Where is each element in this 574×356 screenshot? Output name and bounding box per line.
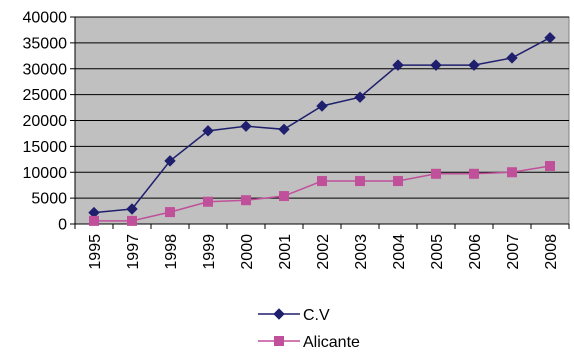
data-point [89, 215, 99, 226]
x-tick-label: 2006 [467, 234, 484, 270]
x-tick-label: 2001 [277, 234, 294, 270]
series-layer [88, 31, 556, 226]
data-point [468, 59, 480, 71]
data-point [506, 52, 518, 64]
data-point [279, 191, 289, 202]
y-tick-label: 5000 [31, 191, 67, 208]
data-point [240, 120, 252, 132]
series-1 [89, 161, 555, 226]
data-point [316, 100, 328, 112]
legend-label: Alicante [303, 334, 360, 351]
legend-marker [273, 308, 285, 320]
y-tick-label: 15000 [23, 139, 68, 156]
data-point [430, 59, 442, 71]
y-tick-label: 0 [58, 217, 67, 234]
x-tick-label: 2003 [353, 234, 370, 270]
data-point [431, 168, 441, 179]
legend-marker [274, 336, 284, 346]
x-tick-label: 2002 [315, 234, 332, 270]
y-tick-label: 10000 [23, 165, 68, 182]
x-tick-label: 2008 [543, 234, 560, 270]
x-tick-label: 2005 [429, 234, 446, 270]
x-tick-label: 1999 [201, 234, 218, 270]
data-point [354, 91, 366, 103]
x-tick-label: 1997 [125, 234, 142, 270]
data-point [127, 215, 137, 226]
y-tick-label: 25000 [23, 87, 68, 104]
x-tick-label: 1995 [87, 234, 104, 270]
data-point [165, 207, 175, 218]
data-point [317, 176, 327, 187]
data-point [544, 31, 556, 44]
data-point [241, 195, 251, 206]
data-point [202, 125, 214, 137]
data-point [164, 155, 176, 167]
axes: 0 5000 10000 15000 20000 25000 30000 35000 40000… [23, 10, 570, 270]
data-point [126, 203, 138, 215]
data-point [203, 196, 213, 207]
x-tick-label: 2007 [505, 234, 522, 270]
legend-item: Alicante [258, 334, 360, 351]
data-point [469, 168, 479, 179]
x-tick-label: 1998 [163, 234, 180, 270]
y-tick-label: 20000 [23, 113, 68, 130]
legend-item: C.V [258, 307, 330, 324]
x-tick-label: 2000 [239, 234, 256, 270]
data-point [545, 161, 555, 172]
x-tick-label: 2004 [391, 234, 408, 270]
data-point [392, 59, 404, 71]
grid-lines [75, 16, 569, 199]
data-point [507, 167, 517, 178]
y-tick-label: 35000 [23, 35, 68, 52]
legend-label: C.V [303, 307, 330, 324]
y-tick-label: 40000 [23, 10, 68, 27]
data-point [278, 123, 290, 136]
data-point [355, 176, 365, 187]
legend: C.V Alicante [258, 307, 360, 351]
y-tick-label: 30000 [23, 61, 68, 78]
series-0 [88, 31, 556, 219]
data-point [393, 176, 403, 187]
